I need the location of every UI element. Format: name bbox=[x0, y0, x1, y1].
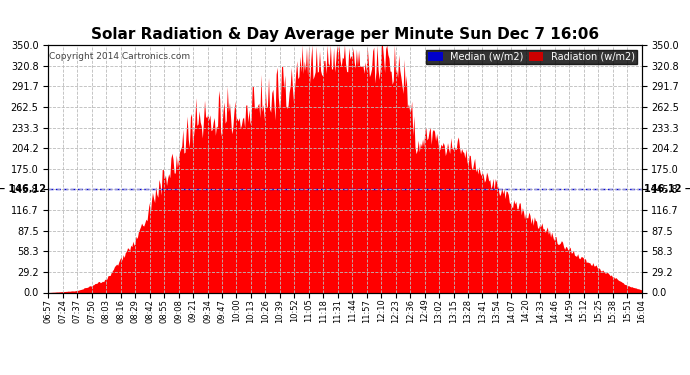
Text: ← 146.12: ← 146.12 bbox=[0, 184, 46, 194]
Text: Copyright 2014 Cartronics.com: Copyright 2014 Cartronics.com bbox=[49, 53, 190, 62]
Legend: Median (w/m2), Radiation (w/m2): Median (w/m2), Radiation (w/m2) bbox=[426, 50, 637, 64]
Title: Solar Radiation & Day Average per Minute Sun Dec 7 16:06: Solar Radiation & Day Average per Minute… bbox=[91, 27, 599, 42]
Text: 146.12 →: 146.12 → bbox=[644, 184, 690, 194]
